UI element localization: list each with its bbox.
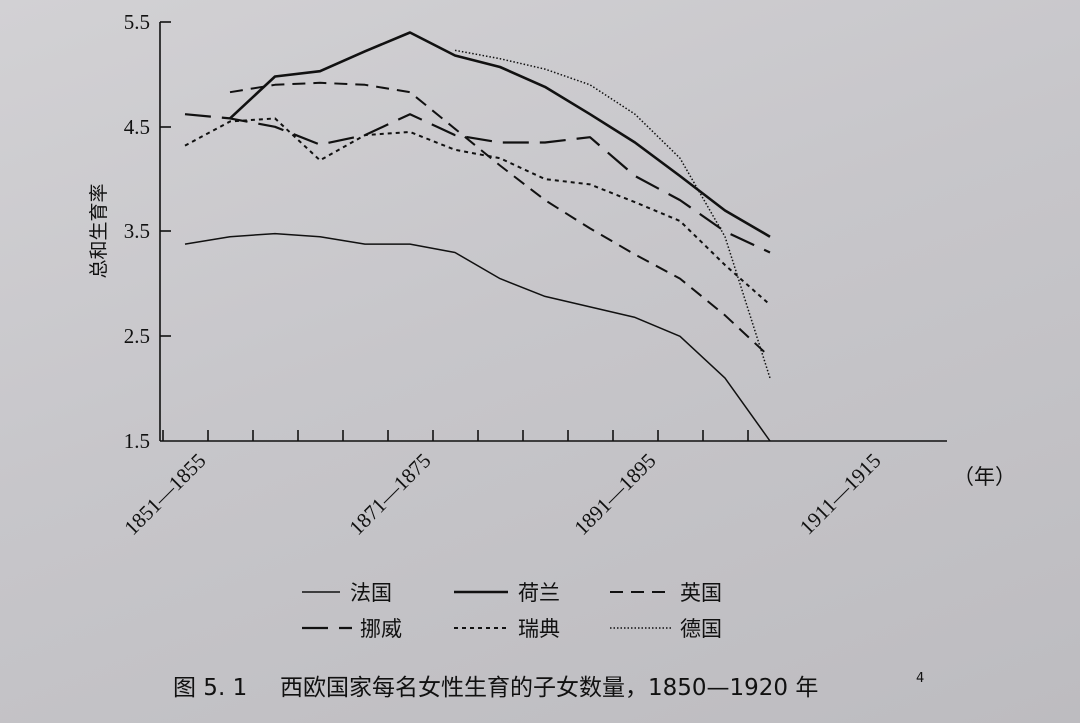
y-tick-label: 5.5 [124, 10, 150, 34]
x-axis-unit: （年） [953, 465, 1016, 489]
x-tick-label: 1871—1875 [344, 449, 435, 540]
y-axis-title: 总和生育率 [88, 183, 110, 278]
series-line-netherlands [229, 31, 771, 238]
series-line-sweden [184, 117, 771, 306]
series-group [184, 31, 771, 442]
y-tick-label: 1.5 [124, 429, 150, 453]
legend-label-england: 英国 [680, 581, 722, 605]
figure-caption: 西欧国家每名女性生育的子女数量，1850—1920 年 [280, 675, 818, 701]
legend-label-norway: 挪威 [360, 617, 402, 641]
figure-number: 图 5. 1 [173, 675, 247, 701]
legend-label-netherlands: 荷兰 [518, 581, 560, 605]
legend-label-germany: 德国 [680, 617, 722, 641]
x-tick-label: 1851—1855 [119, 449, 210, 540]
figure-note-marker: 4 [916, 671, 924, 686]
y-tick-label: 4.5 [124, 115, 150, 139]
x-ticks [162, 430, 749, 441]
series-line-england [229, 81, 771, 358]
series-line-france [184, 232, 771, 442]
series-line-norway [184, 113, 771, 254]
y-tick-label: 3.5 [124, 219, 150, 243]
x-tick-label: 1891—1895 [569, 449, 660, 540]
legend-label-sweden: 瑞典 [518, 617, 560, 641]
legend: 法国 荷兰 英国 挪威 瑞典 德国 [302, 581, 722, 641]
series-line-germany [454, 49, 771, 379]
y-tick-label: 2.5 [124, 324, 150, 348]
legend-label-france: 法国 [350, 581, 392, 605]
x-tick-label: 1911—1915 [795, 449, 886, 540]
y-ticks: 5.5 4.5 3.5 2.5 1.5 [124, 10, 171, 453]
